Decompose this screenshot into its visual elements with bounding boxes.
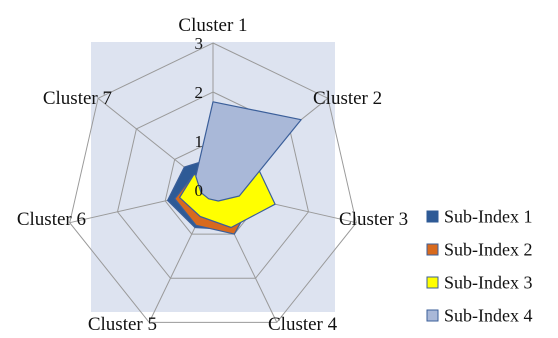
legend-label: Sub-Index 3 bbox=[444, 273, 533, 293]
category-label: Cluster 3 bbox=[339, 209, 408, 230]
legend-label: Sub-Index 2 bbox=[444, 240, 533, 260]
radar-series bbox=[167, 101, 302, 235]
legend-label: Sub-Index 1 bbox=[444, 207, 533, 227]
category-label: Cluster 5 bbox=[88, 314, 157, 333]
legend-label: Sub-Index 4 bbox=[444, 306, 533, 326]
legend-swatch bbox=[426, 276, 439, 289]
tick-label: 2 bbox=[195, 83, 204, 102]
tick-label: 1 bbox=[195, 132, 204, 151]
legend-swatch bbox=[426, 210, 439, 223]
category-labels: Cluster 1 Cluster 2 Cluster 3 Cluster 4 Clus… bbox=[17, 15, 408, 335]
grid-ring-2 bbox=[116, 91, 310, 279]
series-area-4 bbox=[195, 101, 302, 202]
category-label: Cluster 6 bbox=[17, 209, 86, 230]
radial-ticks: 0 1 2 3 bbox=[195, 34, 204, 200]
tick-label: 3 bbox=[195, 34, 204, 53]
category-label: Cluster 7 bbox=[43, 88, 112, 109]
tick-label: 0 bbox=[195, 181, 204, 200]
grid-ring-3 bbox=[69, 42, 357, 323]
category-label: Cluster 4 bbox=[268, 314, 338, 333]
category-label: Cluster 1 bbox=[178, 15, 247, 36]
category-label: Cluster 2 bbox=[313, 88, 382, 109]
legend: Sub-Index 1 Sub-Index 2 Sub-Index 3 Sub-Ind… bbox=[426, 207, 533, 326]
legend-swatch bbox=[426, 243, 439, 256]
legend-swatch bbox=[426, 309, 439, 322]
